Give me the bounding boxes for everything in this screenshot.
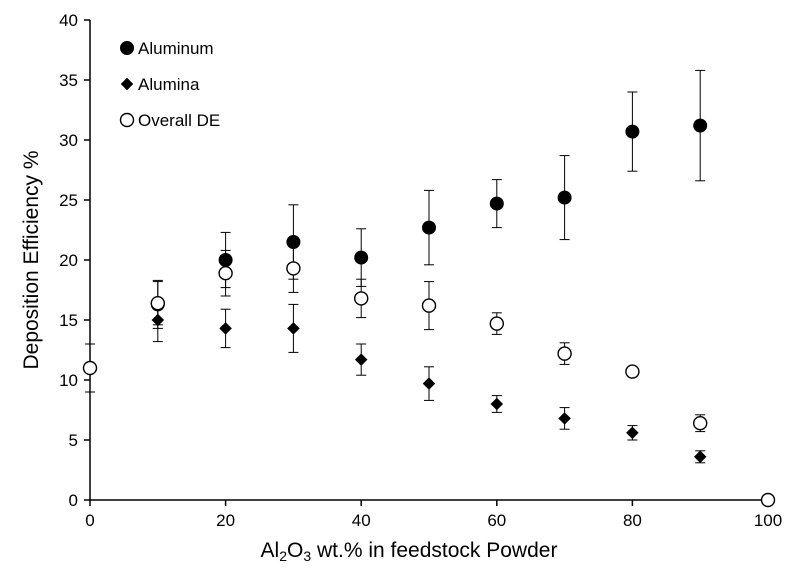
- data-point-overall-de: [760, 492, 776, 508]
- legend-marker-overall-de: [119, 112, 135, 128]
- data-point-alumina: [558, 412, 571, 425]
- x-tick-label: 80: [623, 511, 642, 530]
- data-point-overall-de: [82, 360, 98, 376]
- data-point-aluminum: [422, 220, 436, 235]
- legend-label-alumina: Alumina: [138, 75, 200, 94]
- data-point-overall-de: [286, 261, 301, 276]
- legend-item-alumina: Alumina: [120, 75, 200, 94]
- x-axis-title-prefix: Al: [261, 539, 280, 562]
- data-point-alumina: [626, 426, 639, 440]
- legend-marker-aluminum: [120, 41, 134, 55]
- data-point-aluminum: [354, 250, 369, 265]
- data-point-overall-de: [218, 266, 233, 281]
- y-axis-title: Deposition Efficiency %: [20, 150, 43, 369]
- y-tick-label: 35: [59, 71, 78, 90]
- y-tick-label: 0: [69, 491, 78, 510]
- data-point-overall-de: [489, 316, 504, 331]
- x-tick-label: 40: [352, 511, 371, 530]
- y-tick-label: 15: [59, 311, 78, 330]
- plot-area: 0 20 40 60 80 100 0 5 10 15 20 25 30 35 40: [59, 11, 782, 530]
- data-point-overall-de: [421, 298, 437, 313]
- data-point-overall-de: [150, 296, 166, 311]
- data-point-alumina: [693, 450, 707, 464]
- data-point-alumina: [422, 377, 436, 390]
- data-point-aluminum: [625, 124, 640, 139]
- series-layer: [82, 69, 776, 508]
- x-axis-title-sub1: 2: [279, 548, 287, 564]
- x-axis-title-suffix: wt.% in feedstock Powder: [311, 539, 557, 562]
- y-tick-label: 10: [59, 371, 78, 390]
- data-point-overall-de: [557, 346, 572, 361]
- legend-label-overall-de: Overall DE: [138, 111, 220, 130]
- data-point-alumina: [219, 322, 232, 335]
- data-point-alumina: [354, 353, 368, 366]
- data-point-overall-de: [625, 364, 640, 379]
- legend: Aluminum Alumina Overall DE: [119, 39, 220, 130]
- x-tick-label: 100: [754, 511, 782, 530]
- data-point-aluminum: [557, 190, 572, 205]
- legend-item-overall-de: Overall DE: [119, 111, 220, 130]
- y-tick-label: 20: [59, 251, 78, 270]
- x-axis-title-mid: O: [287, 539, 303, 562]
- data-point-aluminum: [489, 196, 504, 211]
- y-tick-label: 25: [59, 191, 78, 210]
- x-axis-title-sub2: 3: [303, 548, 311, 564]
- y-axis-ticks: 0 5 10 15 20 25 30 35 40: [59, 11, 90, 510]
- x-axis-ticks: 0 20 40 60 80 100: [85, 500, 782, 530]
- y-tick-label: 5: [69, 431, 78, 450]
- y-tick-label: 40: [59, 11, 78, 30]
- y-tick-label: 30: [59, 131, 78, 150]
- x-tick-label: 20: [216, 511, 235, 530]
- legend-item-aluminum: Aluminum: [120, 39, 214, 58]
- data-point-aluminum: [693, 118, 708, 133]
- data-point-alumina: [490, 397, 504, 411]
- data-point-alumina: [287, 322, 300, 335]
- legend-label-aluminum: Aluminum: [138, 39, 214, 58]
- x-tick-label: 0: [85, 511, 94, 530]
- series-overall-de: [82, 243, 776, 508]
- data-point-overall-de: [693, 416, 708, 431]
- x-axis-title: Al2O3 wt.% in feedstock Powder: [261, 539, 558, 564]
- x-tick-label: 60: [487, 511, 506, 530]
- legend-marker-alumina: [120, 77, 134, 91]
- data-point-overall-de: [354, 291, 369, 306]
